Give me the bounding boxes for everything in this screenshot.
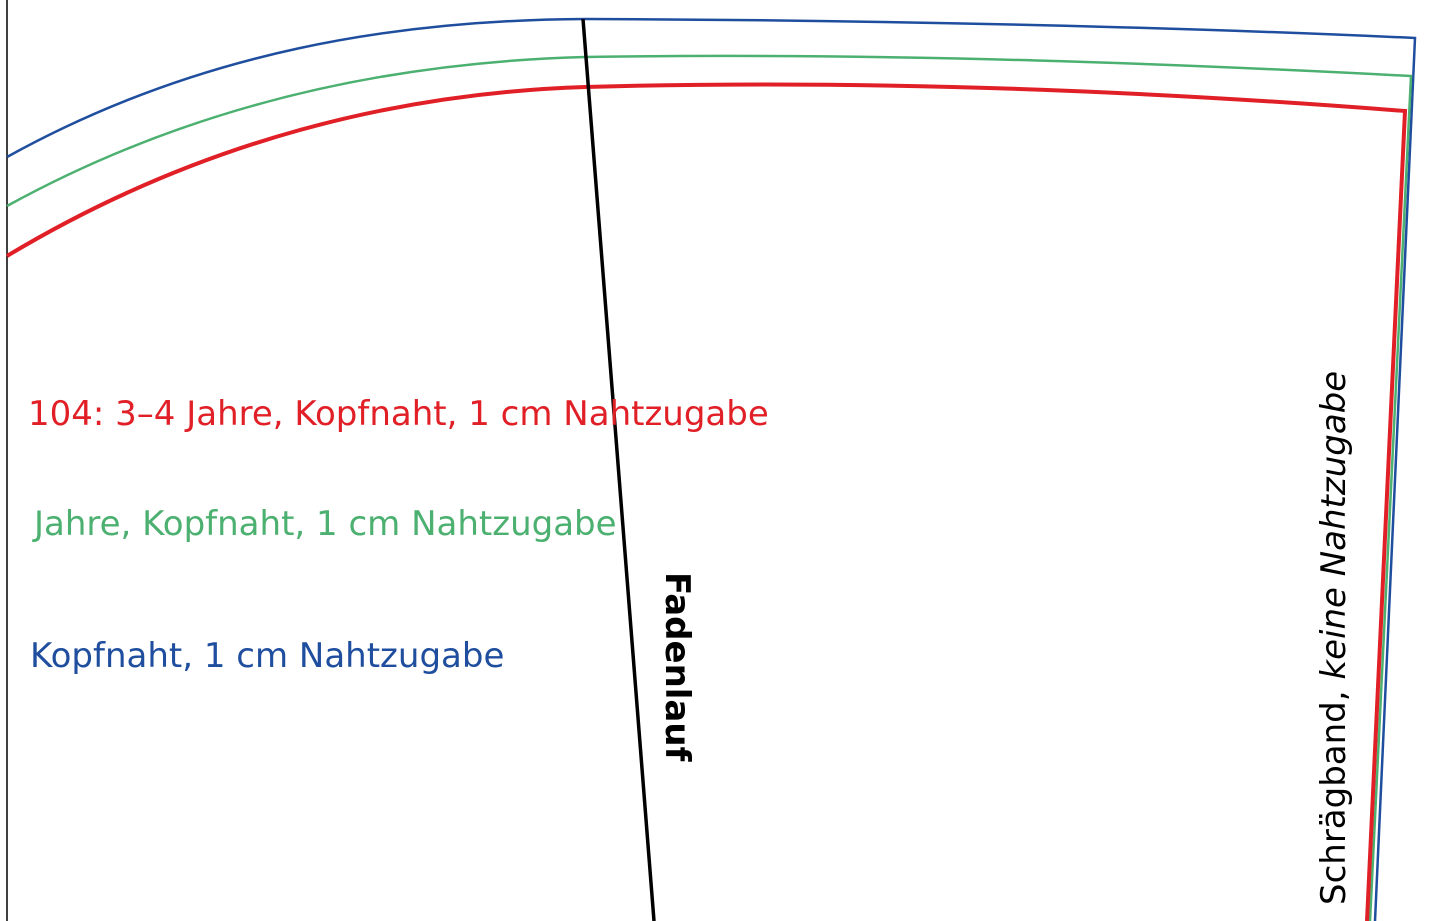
edge-italic: keine Nahtzugabe	[1314, 371, 1354, 680]
blue-label: Kopfnaht, 1 cm Nahtzugabe	[30, 636, 504, 676]
grain-line	[581, 18, 656, 921]
red-outline	[5, 82, 1408, 921]
blue-outline	[6, 17, 1417, 921]
edge-label: Schrägband, keine Nahtzugabe	[1314, 371, 1354, 905]
red-label: 104: 3–4 Jahre, Kopfnaht, 1 cm Nahtzugab…	[28, 394, 769, 434]
green-outline	[6, 54, 1413, 921]
green-label: Jahre, Kopfnaht, 1 cm Nahtzugabe	[32, 504, 617, 544]
edge-prefix: Schrägband,	[1314, 680, 1354, 905]
grain-label: Fadenlauf	[657, 572, 697, 763]
